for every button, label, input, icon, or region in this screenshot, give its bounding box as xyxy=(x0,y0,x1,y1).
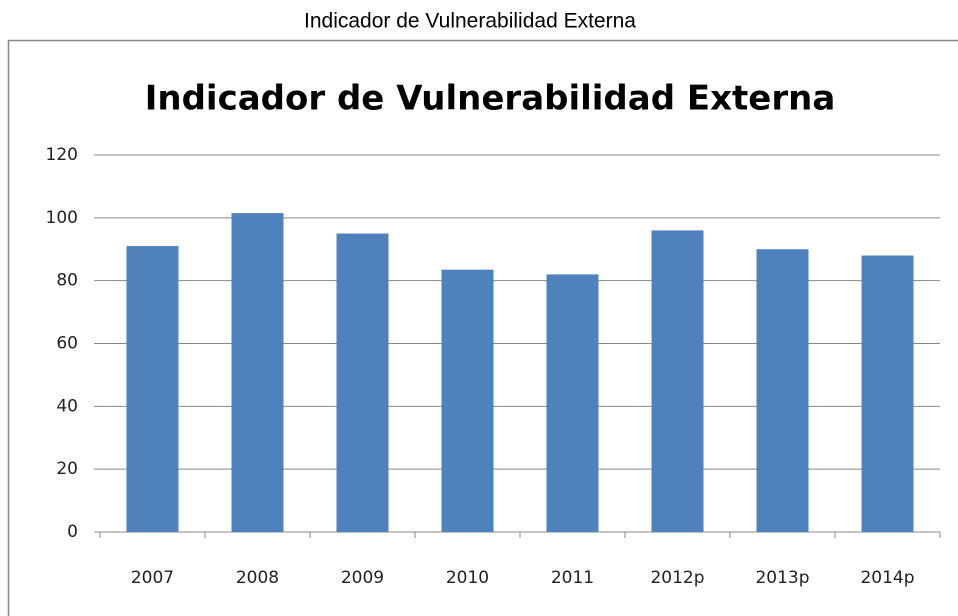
x-tick-label: 2007 xyxy=(131,568,174,588)
x-tick-label: 2014p xyxy=(860,568,914,588)
y-tick-label: 20 xyxy=(56,459,78,479)
x-tick-label: 2008 xyxy=(236,568,279,588)
bar xyxy=(336,233,389,532)
y-tick-label: 0 xyxy=(67,522,78,542)
x-tick-label: 2012p xyxy=(650,568,704,588)
bar xyxy=(756,249,809,532)
y-tick-label: 60 xyxy=(56,334,78,354)
bar xyxy=(651,230,704,532)
y-tick-label: 120 xyxy=(46,145,78,165)
caption: Indicador de Vulnerabilidad Externa xyxy=(304,10,636,33)
y-tick-label: 100 xyxy=(46,208,78,228)
x-tick-label: 2010 xyxy=(446,568,489,588)
y-tick-label: 40 xyxy=(56,396,78,416)
bar xyxy=(546,274,599,532)
x-tick-label: 2009 xyxy=(341,568,384,588)
bar xyxy=(126,246,179,532)
bar xyxy=(441,269,494,532)
x-tick-label: 2013p xyxy=(755,568,809,588)
bar xyxy=(231,213,284,532)
y-tick-label: 80 xyxy=(56,271,78,291)
chart-title: Indicador de Vulnerabilidad Externa xyxy=(145,79,836,119)
bar xyxy=(861,255,914,533)
x-tick-label: 2011 xyxy=(551,568,594,588)
